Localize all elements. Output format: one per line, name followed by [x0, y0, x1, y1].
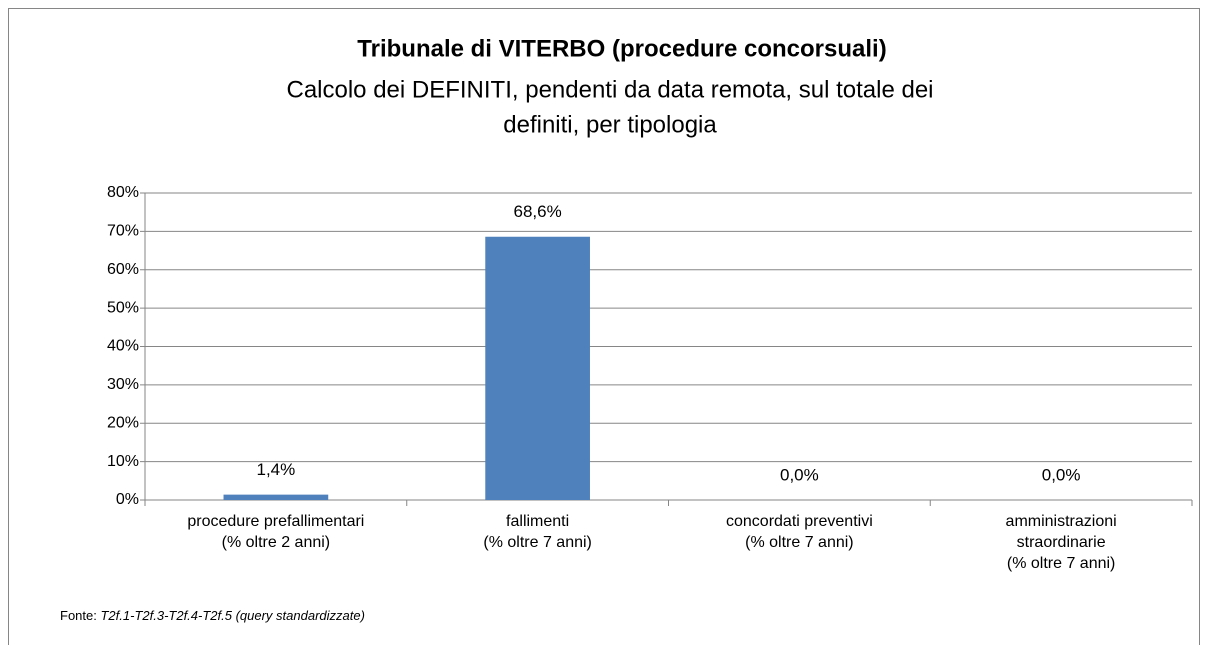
- chart-subtitle: definiti, per tipologia: [503, 111, 717, 138]
- x-tick-label: amministrazioni straordinarie (% oltre 7 a…: [1006, 513, 1117, 572]
- chart-title: Tribunale di VITERBO (procedure concorsu…: [357, 35, 886, 62]
- value-label: 1,4%: [257, 460, 296, 479]
- x-tick-label-line: procedure prefallimentari: [187, 513, 364, 530]
- x-tick-label-line: fallimenti: [506, 513, 569, 530]
- y-tick-label: 10%: [107, 453, 139, 470]
- y-tick-label: 40%: [107, 338, 139, 355]
- y-tick-label: 20%: [107, 414, 139, 431]
- value-label: 0,0%: [780, 465, 819, 484]
- value-label: 68,6%: [514, 202, 562, 221]
- x-tick-label: fallimenti (% oltre 7 anni): [483, 513, 592, 551]
- value-label: 0,0%: [1042, 465, 1081, 484]
- x-tick-label-line: (% oltre 2 anni): [222, 534, 331, 551]
- source-label: Fonte:: [60, 608, 97, 623]
- source-text: T2f.1-T2f.3-T2f.4-T2f.5 (query standardi…: [100, 608, 364, 623]
- y-tick-label: 30%: [107, 376, 139, 393]
- source-note: Fonte: T2f.1-T2f.3-T2f.4-T2f.5 (query st…: [60, 608, 365, 623]
- x-tick-label-line: amministrazioni: [1006, 513, 1117, 530]
- y-tick-label: 70%: [107, 223, 139, 240]
- x-tick-label-line: (% oltre 7 anni): [483, 534, 592, 551]
- y-tick-label: 0%: [116, 491, 139, 508]
- y-tick-label: 60%: [107, 261, 139, 278]
- x-tick-label-line: (% oltre 7 anni): [1007, 555, 1116, 572]
- y-tick-label: 50%: [107, 299, 139, 316]
- bar: [223, 494, 329, 500]
- x-tick-label-line: straordinarie: [1017, 534, 1106, 551]
- x-tick-label-line: (% oltre 7 anni): [745, 534, 854, 551]
- x-tick-label: concordati preventivi (% oltre 7 anni): [726, 513, 873, 551]
- chart-frame: [8, 8, 1200, 645]
- chart-subtitle: Calcolo dei DEFINITI, pendenti da data r…: [286, 76, 933, 103]
- x-tick-label-line: concordati preventivi: [726, 513, 873, 530]
- y-tick-label: 80%: [107, 184, 139, 201]
- bar: [485, 236, 590, 500]
- x-tick-label: procedure prefallimentari (% oltre 2 anni…: [187, 513, 364, 551]
